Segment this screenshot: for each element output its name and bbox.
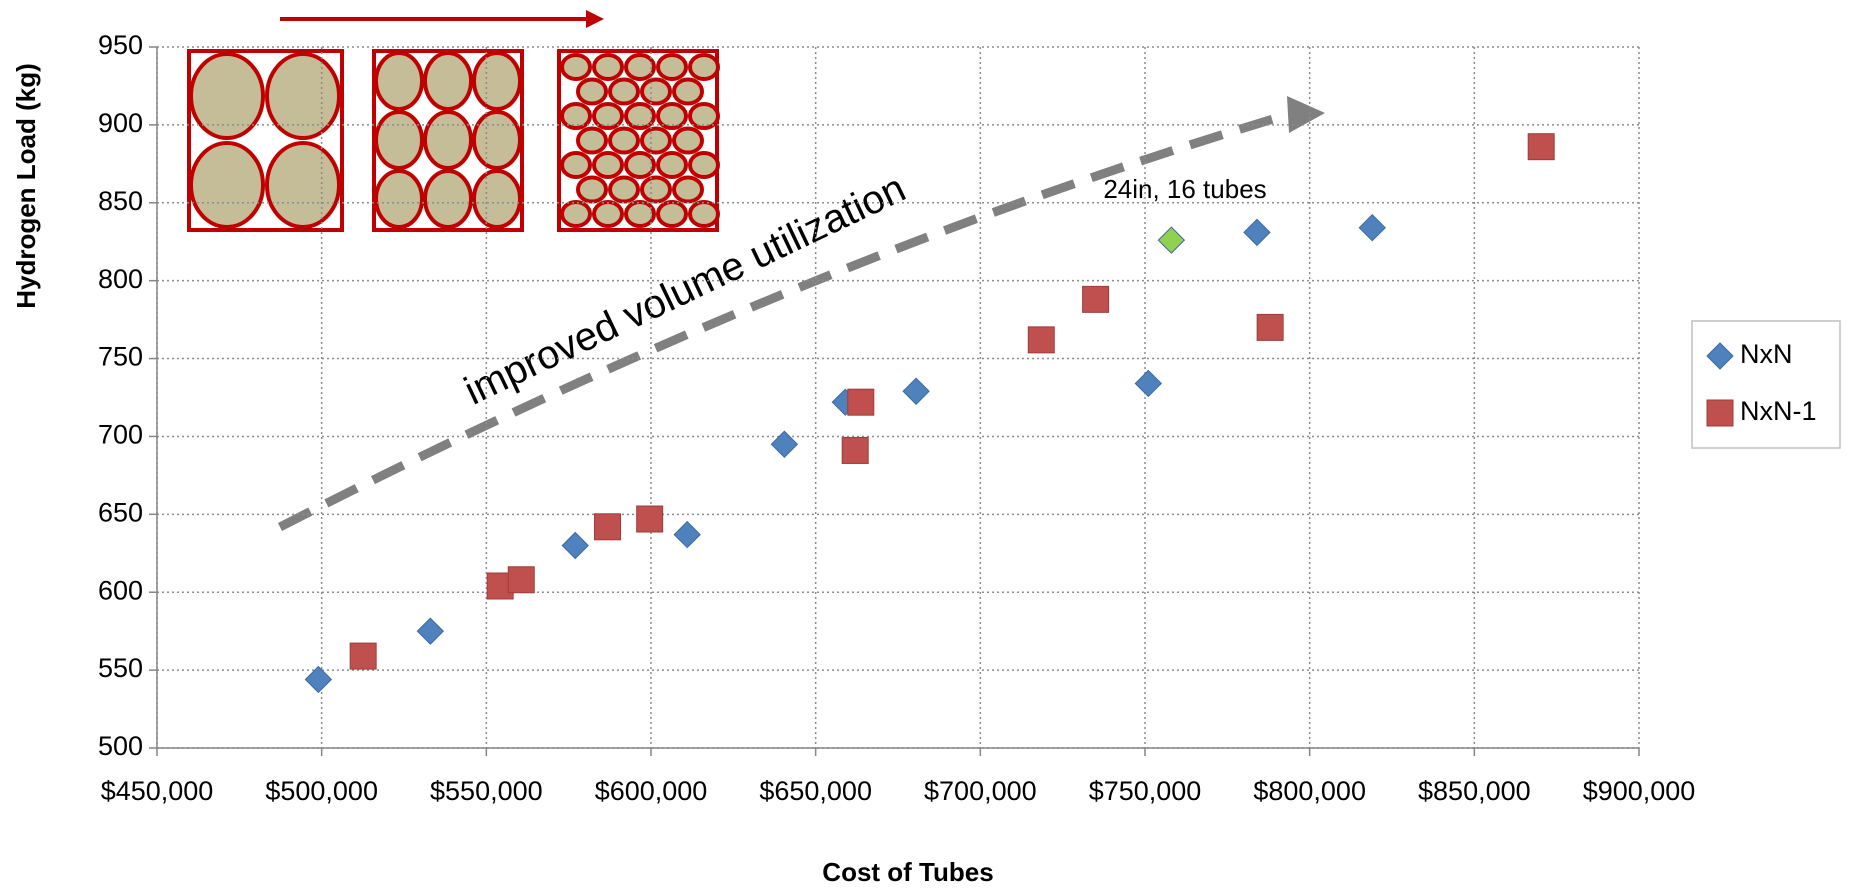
tube bbox=[624, 53, 656, 81]
tube bbox=[560, 151, 592, 179]
point bbox=[1527, 133, 1555, 161]
legend-marker bbox=[1706, 399, 1734, 427]
tube bbox=[640, 77, 672, 106]
x-tick-label: $600,000 bbox=[595, 776, 708, 806]
point bbox=[594, 513, 622, 541]
y-axis-title: Hydrogen Load (kg) bbox=[11, 63, 41, 309]
x-axis-title: Cost of Tubes bbox=[822, 857, 993, 887]
tube bbox=[423, 169, 473, 229]
tube bbox=[688, 200, 720, 228]
tube bbox=[688, 102, 720, 130]
tube bbox=[472, 169, 522, 229]
tube bbox=[640, 126, 672, 155]
x-tick-label: $700,000 bbox=[924, 776, 1037, 806]
tube bbox=[423, 51, 473, 111]
y-tick-label: 800 bbox=[98, 264, 143, 294]
point bbox=[636, 505, 664, 533]
point bbox=[1134, 369, 1163, 398]
tube bbox=[576, 175, 608, 204]
annotation: 24in, 16 tubes bbox=[1103, 174, 1266, 204]
tube bbox=[189, 52, 265, 140]
tube bbox=[608, 126, 640, 155]
point bbox=[770, 430, 799, 458]
y-tick-label: 700 bbox=[98, 420, 143, 450]
tube bbox=[656, 151, 688, 179]
tube bbox=[560, 53, 592, 81]
red-arrow-head bbox=[586, 10, 604, 28]
point bbox=[841, 436, 869, 464]
x-tick-label: $800,000 bbox=[1253, 776, 1366, 806]
point bbox=[561, 531, 589, 560]
tube bbox=[265, 141, 341, 229]
tube bbox=[560, 102, 592, 130]
x-tick-label: $450,000 bbox=[101, 776, 214, 806]
tube bbox=[608, 175, 640, 204]
legend-label: NxN bbox=[1740, 339, 1793, 369]
point bbox=[349, 642, 377, 670]
y-tick-label: 850 bbox=[98, 186, 143, 216]
tube bbox=[374, 110, 424, 170]
tube bbox=[374, 169, 424, 229]
tube bbox=[640, 175, 672, 204]
tube bbox=[656, 102, 688, 130]
tube bbox=[472, 110, 522, 170]
tube bbox=[688, 53, 720, 81]
tube bbox=[560, 200, 592, 228]
point bbox=[1157, 226, 1186, 254]
point bbox=[507, 566, 535, 594]
point bbox=[902, 377, 930, 405]
legend-label: NxN-1 bbox=[1740, 396, 1817, 426]
tube bbox=[576, 77, 608, 106]
trend-arrow-head bbox=[1287, 96, 1325, 133]
legend-box bbox=[1691, 320, 1841, 449]
y-tick-label: 500 bbox=[98, 731, 143, 761]
tube bbox=[189, 141, 265, 229]
legend-marker bbox=[1706, 342, 1734, 370]
point bbox=[416, 617, 445, 645]
tube bbox=[688, 151, 720, 179]
trend-arrow bbox=[277, 109, 1292, 532]
x-tick-label: $750,000 bbox=[1089, 776, 1202, 806]
tube bbox=[592, 200, 624, 228]
tube bbox=[423, 110, 473, 170]
point bbox=[1082, 285, 1110, 313]
tube bbox=[592, 151, 624, 179]
point bbox=[1256, 313, 1284, 341]
tube bbox=[374, 51, 424, 111]
tube-packing-illustration bbox=[187, 49, 720, 232]
y-tick-label: 600 bbox=[98, 575, 143, 605]
point bbox=[847, 388, 875, 416]
tube bbox=[472, 51, 522, 111]
tube bbox=[672, 126, 704, 155]
x-tick-label: $850,000 bbox=[1418, 776, 1531, 806]
tube bbox=[592, 102, 624, 130]
x-tick-label: $900,000 bbox=[1583, 776, 1696, 806]
tube bbox=[656, 200, 688, 228]
tube bbox=[656, 53, 688, 81]
y-tick-label: 950 bbox=[98, 30, 143, 60]
tube bbox=[576, 126, 608, 155]
point bbox=[1027, 326, 1055, 354]
y-tick-label: 550 bbox=[98, 653, 143, 683]
tube bbox=[592, 53, 624, 81]
y-tick-label: 650 bbox=[98, 497, 143, 527]
point bbox=[1358, 213, 1386, 242]
tube bbox=[672, 77, 704, 106]
tube bbox=[624, 151, 656, 179]
x-tick-label: $650,000 bbox=[759, 776, 872, 806]
x-tick-label: $550,000 bbox=[430, 776, 543, 806]
point bbox=[304, 665, 333, 694]
y-tick-label: 750 bbox=[98, 342, 143, 372]
tube bbox=[624, 102, 656, 130]
tube bbox=[608, 77, 640, 106]
y-tick-label: 900 bbox=[98, 108, 143, 138]
point bbox=[673, 520, 701, 549]
tube bbox=[672, 175, 704, 204]
tube bbox=[624, 200, 656, 228]
point bbox=[1243, 218, 1271, 247]
x-tick-label: $500,000 bbox=[265, 776, 378, 806]
